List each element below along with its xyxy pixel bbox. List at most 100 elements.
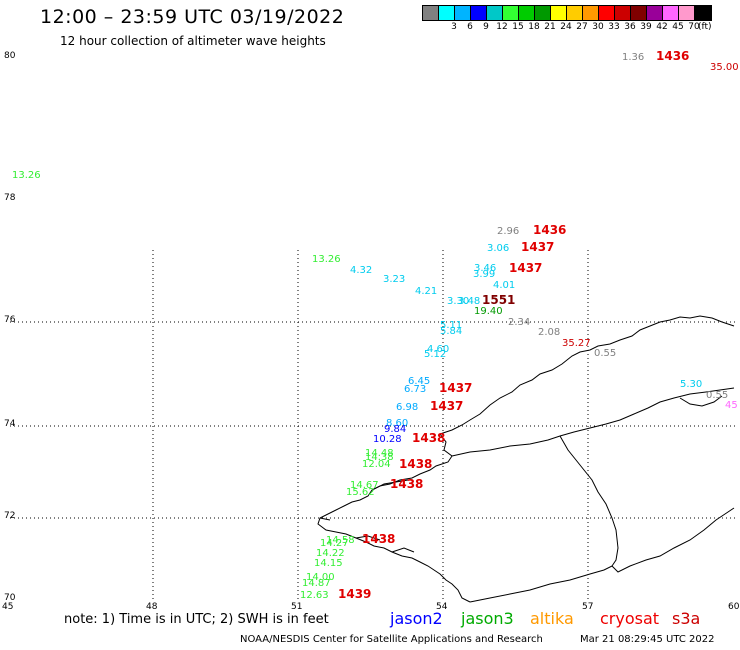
- wave-height-value: 3.48: [458, 296, 480, 307]
- wave-height-value: 14.22: [316, 548, 345, 559]
- latitude-label: 72: [4, 511, 15, 521]
- legend-value: 15: [512, 22, 524, 32]
- legend-value: 45: [672, 22, 684, 32]
- wave-height-value: 14.27: [320, 538, 349, 549]
- legend-swatch: [567, 6, 583, 20]
- longitude-label: 51: [291, 602, 302, 610]
- wave-height-value: 14.67: [350, 480, 379, 491]
- legend-swatch: [519, 6, 535, 20]
- wave-height-value: 15.62: [346, 487, 375, 498]
- legend-value: 21: [544, 22, 556, 32]
- wave-height-value: 2.34: [508, 317, 530, 328]
- greenland-coastline: [317, 315, 735, 603]
- wave-height-value: 6.45: [408, 376, 430, 387]
- legend-swatch: [503, 6, 519, 20]
- legend-swatch: [615, 6, 631, 20]
- pass-time-label: 1438: [362, 532, 395, 546]
- legend-swatch: [471, 6, 487, 20]
- pass-time-label: 1551: [482, 293, 515, 307]
- wave-height-value: 5.11: [440, 320, 462, 331]
- satellite-name: s3a: [672, 609, 701, 628]
- coastline-main: [439, 315, 735, 435]
- wave-height-value: 2.96: [497, 226, 519, 237]
- legend-value: 12: [496, 22, 508, 32]
- chart-title: 12:00 – 23:59 UTC 03/19/2022: [40, 6, 345, 28]
- satellite-name: jason3: [461, 609, 514, 628]
- wave-height-value: 14.58: [326, 535, 355, 546]
- coastline-inland: [451, 387, 735, 457]
- latitude-label: 76: [4, 315, 16, 325]
- coastline-south: [469, 507, 735, 603]
- legend-value: 27: [576, 22, 588, 32]
- wave-height-value: 3.23: [383, 274, 405, 285]
- wave-height-value: 4.21: [415, 286, 437, 297]
- longitude-label: 48: [146, 602, 158, 610]
- wave-height-value: 4.60: [427, 344, 449, 355]
- wave-height-value: 4.01: [493, 280, 515, 291]
- wave-height-value: 13.26: [12, 170, 41, 181]
- longitude-label: 45: [2, 602, 13, 610]
- wave-height-value: 3.46: [474, 263, 496, 274]
- legend-swatch: [551, 6, 567, 20]
- satellite-name: cryosat: [600, 609, 660, 628]
- wave-height-value: 35.00: [710, 62, 739, 73]
- legend-value: 30: [592, 22, 604, 32]
- coastline-islands: [319, 395, 723, 553]
- satellite-name: altika: [530, 609, 574, 628]
- pass-time-label: 1439: [338, 587, 371, 601]
- pass-time-label: 1436: [533, 223, 566, 237]
- longitude-label: 57: [582, 602, 593, 610]
- legend-swatch: [695, 6, 711, 20]
- footer-timestamp: Mar 21 08:29:45 UTC 2022: [580, 634, 715, 645]
- legend-swatch: [455, 6, 471, 20]
- legend-swatch: [583, 6, 599, 20]
- legend-swatch: [423, 6, 439, 20]
- satellite-name: jason2: [390, 609, 443, 628]
- wave-height-value: 35.27: [562, 338, 591, 349]
- wave-height-value: 0.55: [594, 348, 616, 359]
- pass-time-label: 1437: [430, 399, 463, 413]
- latitude-label: 74: [4, 419, 16, 429]
- wave-height-value: 5.84: [440, 326, 462, 337]
- legend-swatch: [647, 6, 663, 20]
- wave-height-value: 8.60: [386, 418, 408, 429]
- pass-time-label: 1438: [399, 457, 432, 471]
- coastline-fjords: [317, 433, 471, 603]
- legend-swatch: [663, 6, 679, 20]
- wave-height-value: 10.28: [373, 434, 402, 445]
- longitude-label: 60: [728, 602, 740, 610]
- legend-swatch: [439, 6, 455, 20]
- color-legend: [422, 5, 712, 21]
- latitude-label: 80: [4, 51, 16, 61]
- legend-value: 18: [528, 22, 540, 32]
- wave-height-value: 45: [725, 400, 738, 411]
- legend-value: 6: [467, 22, 473, 32]
- pass-time-label: 1438: [412, 431, 445, 445]
- chart-subtitle: 12 hour collection of altimeter wave hei…: [60, 34, 326, 48]
- footnote: note: 1) Time is in UTC; 2) SWH is in fe…: [64, 612, 329, 627]
- legend-unit: (ft): [698, 22, 712, 32]
- wave-height-value: 0.55: [706, 390, 728, 401]
- wave-height-value: 6.73: [404, 384, 426, 395]
- legend-swatch: [487, 6, 503, 20]
- wave-height-value: 14.38: [365, 452, 394, 463]
- wave-height-value: 13.26: [312, 254, 341, 265]
- pass-time-label: 1436: [656, 49, 689, 63]
- wave-height-value: 3.99: [473, 269, 495, 280]
- pass-time-label: 1438: [390, 477, 423, 491]
- wave-height-value: 14.15: [314, 558, 343, 569]
- legend-swatch: [535, 6, 551, 20]
- wave-height-value: 19.40: [474, 306, 503, 317]
- legend-swatch: [599, 6, 615, 20]
- legend-value: 24: [560, 22, 572, 32]
- legend-value: 33: [608, 22, 620, 32]
- legend-value: 3: [451, 22, 457, 32]
- wave-height-value: 2.08: [538, 327, 560, 338]
- lat-lon-gridlines: [10, 250, 738, 600]
- legend-value: 9: [483, 22, 489, 32]
- pass-time-label: 1437: [521, 240, 554, 254]
- wave-height-value: 14.87: [302, 578, 331, 589]
- wave-height-value: 5.30: [680, 379, 702, 390]
